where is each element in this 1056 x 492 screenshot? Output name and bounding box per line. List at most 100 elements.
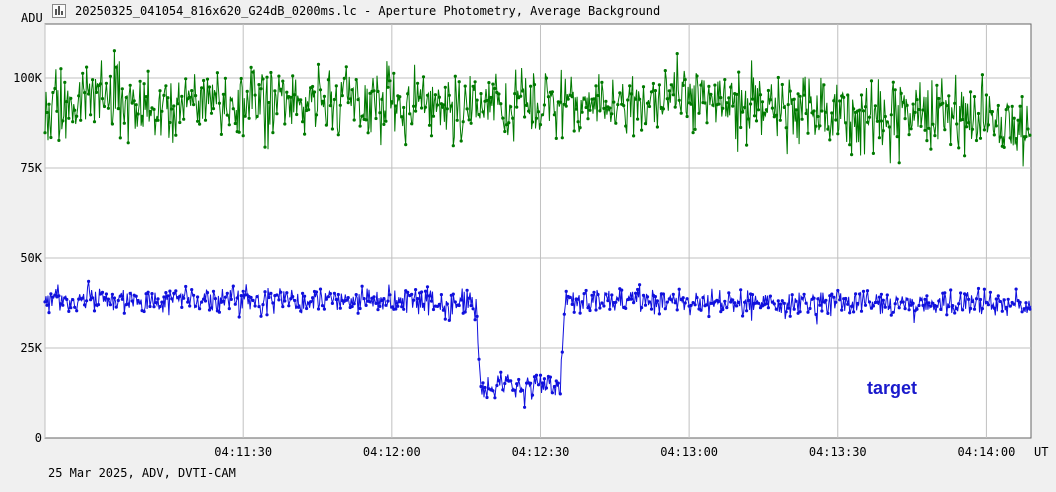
data-point: [992, 306, 996, 310]
data-point: [1004, 305, 1008, 309]
data-point: [146, 290, 150, 294]
data-point: [695, 74, 699, 78]
data-point: [398, 300, 402, 304]
data-point: [142, 309, 146, 314]
data-point: [731, 104, 735, 108]
data-point: [1002, 145, 1006, 149]
data-point: [160, 300, 164, 304]
data-point: [873, 104, 878, 108]
data-point: [693, 127, 697, 131]
data-point: [491, 389, 495, 393]
data-point: [691, 301, 695, 305]
data-point: [865, 120, 870, 124]
data-point: [158, 89, 162, 93]
data-point: [741, 110, 745, 114]
data-point: [410, 122, 414, 126]
data-point: [727, 96, 731, 100]
data-point: [318, 287, 323, 291]
data-point: [479, 384, 483, 389]
lightcurve-app-icon[interactable]: [52, 4, 66, 18]
data-point: [592, 97, 596, 101]
data-point: [721, 106, 725, 110]
data-point: [267, 295, 271, 300]
data-point: [887, 305, 891, 309]
data-point: [879, 119, 884, 123]
data-point: [538, 373, 543, 377]
data-point: [394, 307, 398, 311]
data-point: [285, 90, 289, 94]
data-point: [198, 307, 202, 311]
data-point: [326, 295, 330, 299]
data-point: [1014, 287, 1018, 291]
data-point: [152, 107, 156, 111]
data-point: [530, 120, 535, 124]
data-point: [558, 392, 562, 396]
data-point: [414, 109, 418, 113]
data-point: [465, 288, 469, 292]
data-point: [776, 75, 780, 80]
data-point: [320, 99, 325, 103]
data-point: [957, 146, 961, 150]
data-point: [915, 307, 919, 311]
data-point: [47, 102, 51, 106]
data-point: [388, 293, 392, 297]
data-point: [669, 298, 673, 302]
data-point: [130, 101, 134, 105]
data-point: [354, 293, 358, 297]
data-point: [261, 77, 265, 81]
data-point: [382, 122, 386, 126]
data-point: [283, 299, 287, 303]
data-point: [832, 99, 836, 103]
data-point: [49, 135, 53, 140]
data-point: [610, 112, 614, 116]
data-point: [965, 125, 969, 129]
x-tick-label: 04:12:00: [363, 445, 421, 459]
data-point: [1028, 307, 1032, 311]
series-line: [44, 50, 1032, 167]
data-point: [386, 85, 390, 89]
data-point: [380, 97, 384, 101]
data-point: [705, 121, 709, 125]
data-point: [636, 117, 640, 121]
data-point: [261, 303, 265, 307]
x-tick-label: 04:13:00: [660, 445, 718, 459]
data-point: [81, 296, 85, 300]
data-point: [251, 70, 255, 74]
data-point: [778, 118, 782, 122]
data-point: [540, 381, 545, 385]
data-point: [491, 82, 495, 86]
data-point: [705, 303, 709, 307]
data-point: [429, 134, 434, 138]
data-point: [87, 279, 91, 283]
data-point: [850, 153, 854, 157]
data-point: [996, 103, 1000, 108]
data-point: [542, 103, 547, 107]
data-point: [636, 287, 640, 292]
data-point: [974, 297, 979, 301]
data-point: [600, 301, 604, 305]
data-point: [610, 293, 614, 297]
data-point: [148, 304, 152, 309]
data-point: [729, 85, 733, 89]
data-point: [921, 108, 925, 112]
data-point: [863, 105, 868, 109]
data-point: [778, 302, 782, 306]
data-point: [941, 101, 945, 105]
data-point: [110, 122, 114, 126]
data-point: [661, 292, 666, 296]
data-point: [980, 307, 985, 311]
data-point: [729, 300, 733, 304]
data-point: [205, 77, 210, 81]
data-point: [160, 109, 164, 113]
data-point: [616, 103, 620, 107]
plot-area: [44, 23, 1032, 439]
data-point: [574, 107, 578, 111]
data-point: [967, 121, 971, 125]
data-point: [907, 308, 911, 312]
data-point: [217, 310, 221, 314]
data-point: [249, 65, 253, 69]
data-point: [604, 292, 608, 296]
data-point: [114, 65, 118, 69]
data-point: [449, 104, 453, 108]
